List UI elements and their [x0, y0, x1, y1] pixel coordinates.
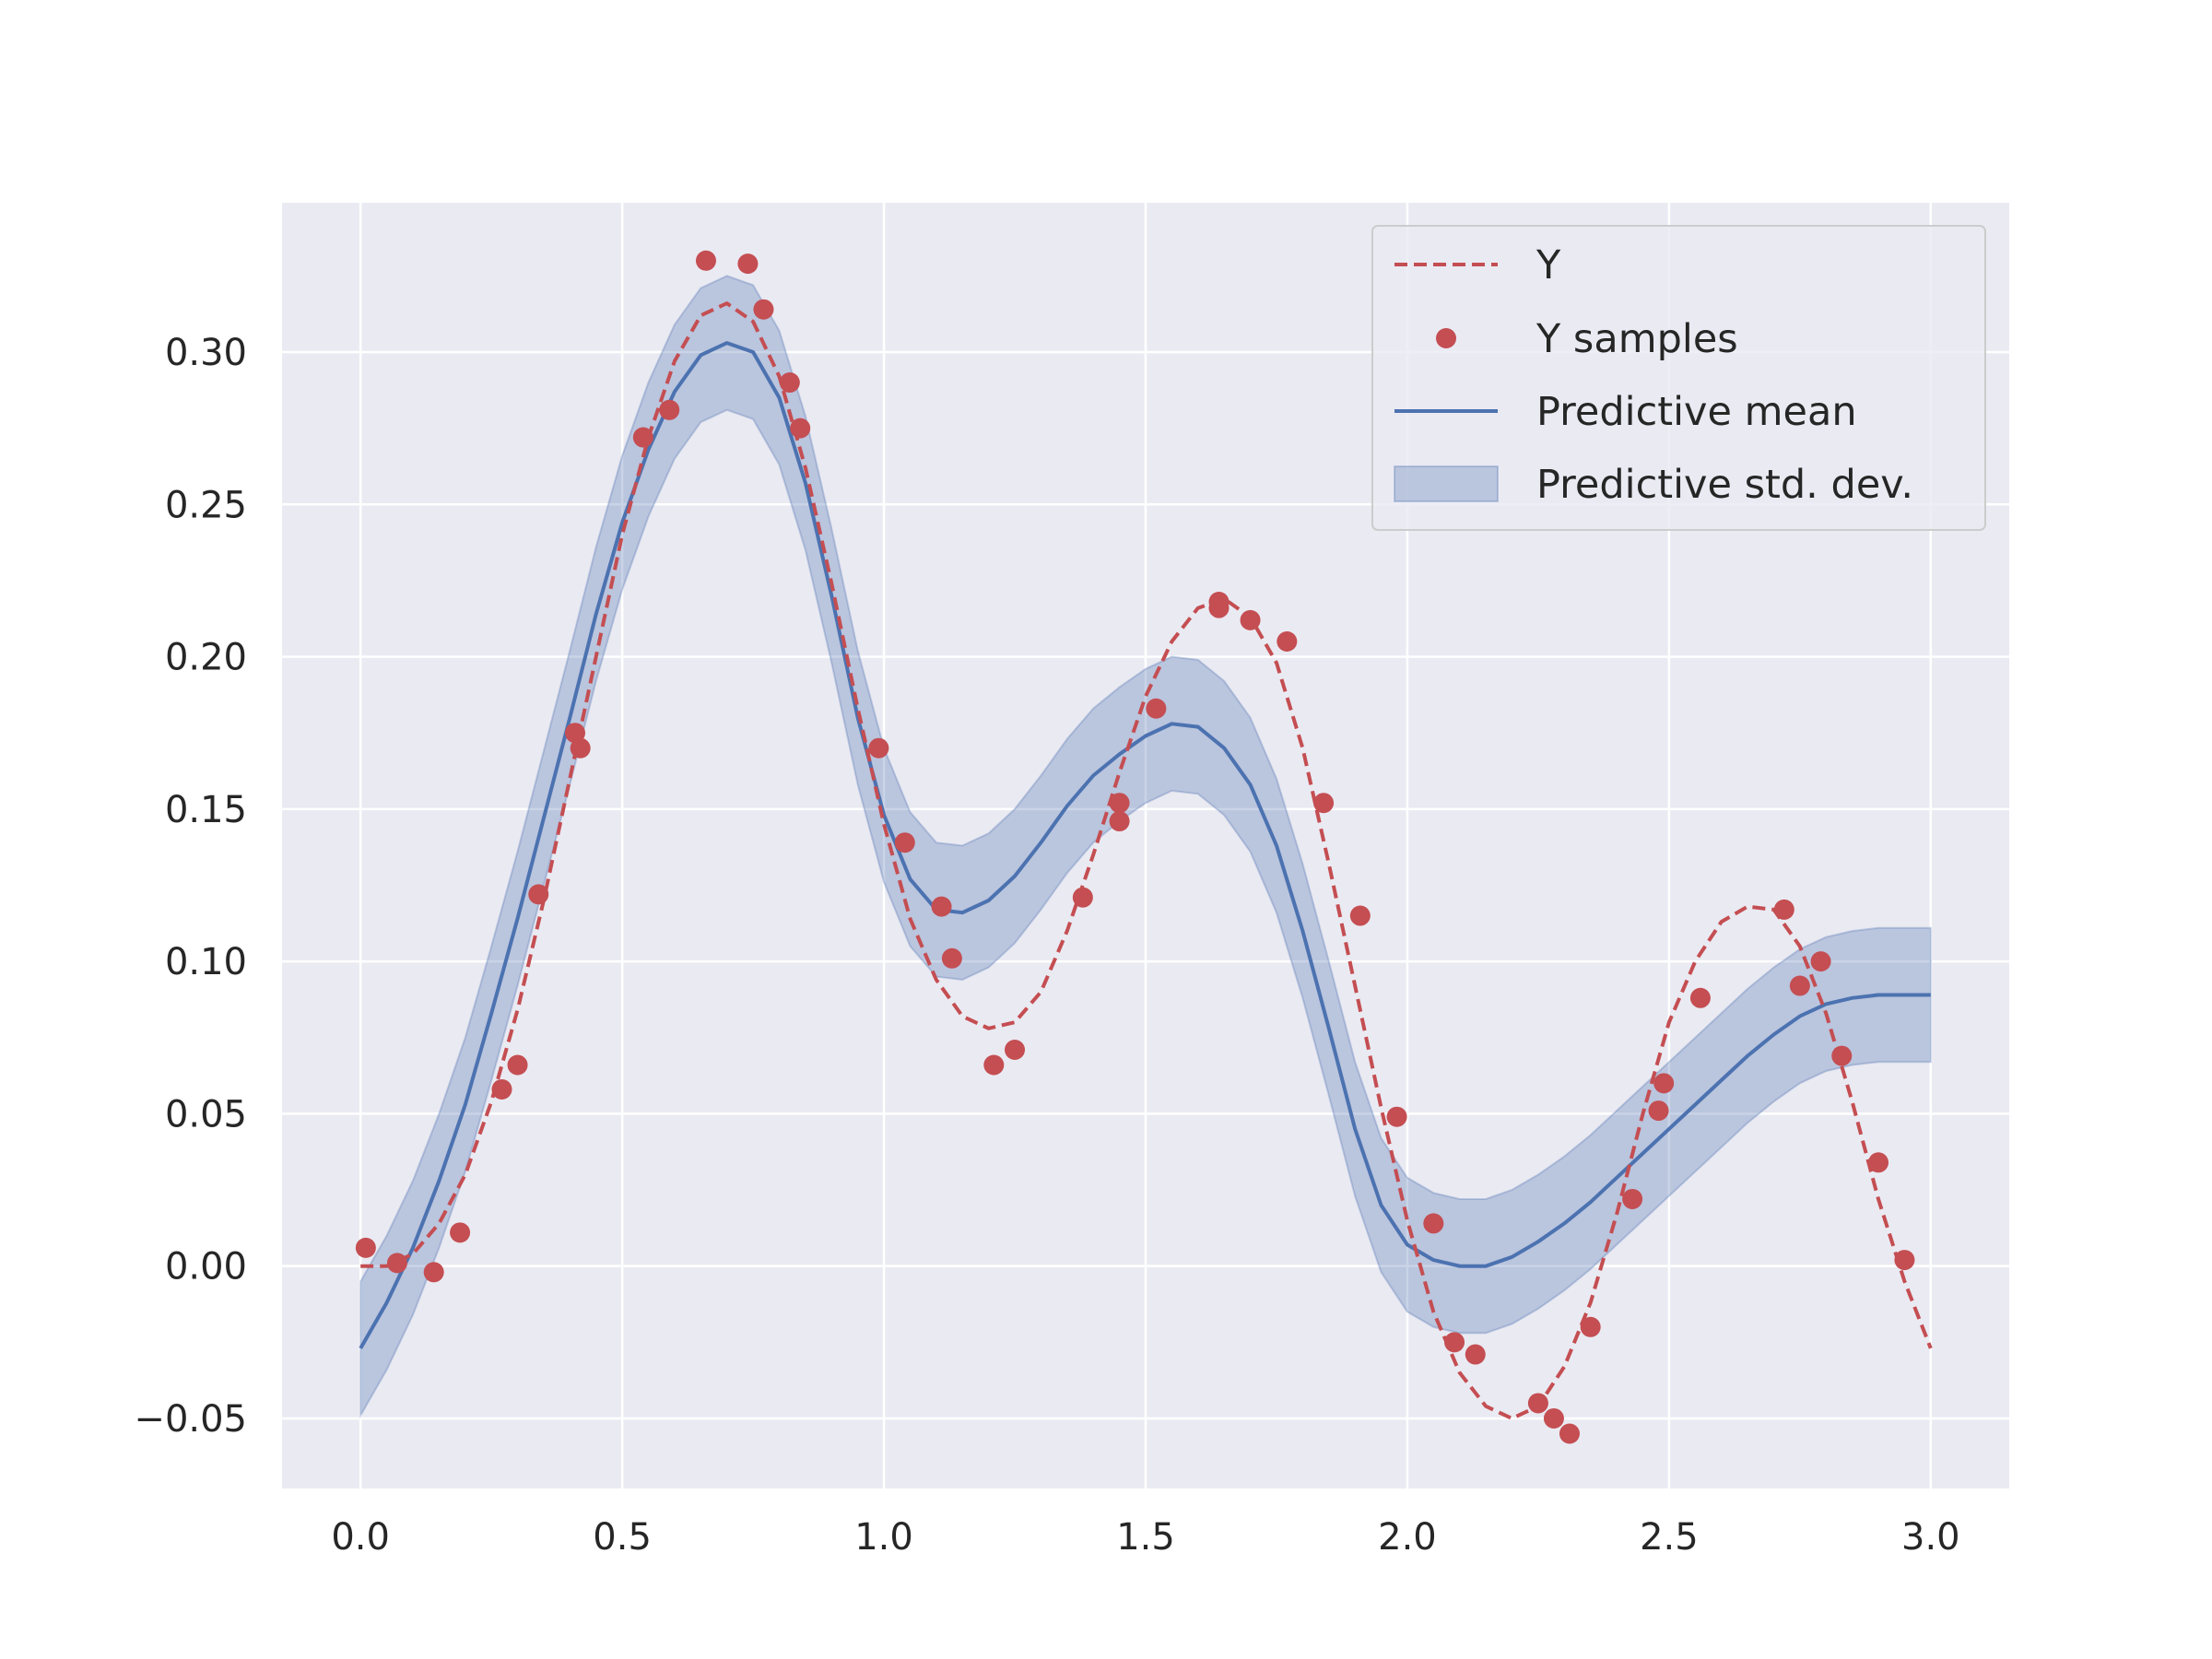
- y-tick-label: 0.00: [165, 1246, 247, 1288]
- y-sample-point: [1580, 1316, 1601, 1337]
- legend-label-mean: Predictive mean: [1536, 389, 1857, 435]
- predictive-std-band: [359, 275, 1932, 1419]
- x-tick-label: 0.0: [331, 1516, 390, 1559]
- y-sample-point: [1653, 1073, 1675, 1094]
- y-sample-point: [1109, 793, 1130, 814]
- y-tick-label: 0.05: [165, 1093, 247, 1135]
- x-tick-label: 3.0: [1901, 1516, 1960, 1559]
- y-sample-point: [1831, 1045, 1853, 1066]
- y-sample-point: [1868, 1152, 1889, 1173]
- y-sample-point: [355, 1237, 376, 1258]
- x-tick-label: 2.5: [1640, 1516, 1699, 1559]
- y-tick-label: 0.10: [165, 941, 247, 983]
- y-tick-label: 0.30: [165, 332, 247, 374]
- y-sample-point: [1810, 951, 1831, 972]
- y-sample-point: [868, 737, 889, 759]
- y-sample-point: [1622, 1188, 1643, 1209]
- legend-samples-swatch: [1436, 328, 1456, 348]
- y-sample-point: [894, 832, 915, 853]
- y-sample-point: [423, 1262, 444, 1283]
- y-sample-point: [528, 884, 549, 905]
- x-tick-label: 0.5: [593, 1516, 652, 1559]
- y-sample-point: [1559, 1423, 1580, 1444]
- y-sample-point: [1773, 899, 1794, 920]
- predictive-mean-line: [359, 341, 1931, 1349]
- y-sample-point: [570, 737, 591, 759]
- y-sample-point: [983, 1054, 1005, 1076]
- sample-markers: [355, 250, 1915, 1444]
- y-sample-point: [632, 427, 653, 448]
- y-sample-point: [1208, 592, 1230, 613]
- y-sample-point: [1349, 905, 1371, 926]
- grid: [282, 203, 2009, 1488]
- std-band-layer: [359, 275, 1932, 1419]
- y-sample-point: [941, 947, 962, 969]
- y-sample-point: [931, 896, 952, 917]
- y-sample-point: [1543, 1407, 1564, 1429]
- y-sample-point: [1072, 887, 1093, 908]
- y-sample-point: [659, 399, 680, 420]
- y-sample-point: [737, 253, 759, 275]
- y-sample-point: [753, 299, 774, 320]
- y-tick-labels: −0.05 0.00 0.05 0.10 0.15 0.20 0.25 0.30: [134, 332, 247, 1441]
- x-tick-label: 1.0: [854, 1516, 913, 1559]
- legend-frame: [1371, 225, 1986, 531]
- x-tick-label: 2.0: [1378, 1516, 1437, 1559]
- x-tick-label: 1.5: [1116, 1516, 1175, 1559]
- legend: Y Y samples Predictive mean Predictive s…: [1371, 225, 1986, 531]
- legend-label-std: Predictive std. dev.: [1536, 462, 1913, 508]
- y-sample-point: [386, 1253, 407, 1274]
- legend-std-swatch: [1394, 465, 1499, 502]
- y-tick-label: 0.25: [165, 484, 247, 526]
- y-sample-point: [507, 1054, 528, 1076]
- y-sample-point: [491, 1078, 512, 1100]
- y-sample-point: [1146, 698, 1167, 719]
- y-sample-point: [1648, 1100, 1669, 1122]
- y-sample-point: [1527, 1393, 1548, 1414]
- y-sample-point: [1109, 811, 1130, 832]
- y-sample-point: [1465, 1344, 1486, 1365]
- x-tick-labels: 0.0 0.5 1.0 1.5 2.0 2.5 3.0: [331, 1516, 1959, 1559]
- legend-label-samples: Y samples: [1535, 316, 1738, 362]
- y-sample-point: [1277, 631, 1298, 653]
- y-sample-point: [1313, 793, 1335, 814]
- y-sample-point: [1005, 1039, 1026, 1060]
- y-sample-point: [1386, 1106, 1407, 1127]
- y-sample-point: [565, 723, 586, 744]
- y-sample-point: [1789, 975, 1810, 996]
- y-sample-point: [695, 250, 716, 271]
- y-tick-label: 0.20: [165, 637, 247, 679]
- legend-label-y: Y: [1535, 242, 1561, 288]
- line-layer: [359, 301, 1933, 1420]
- y-sample-point: [450, 1222, 471, 1243]
- y-true-line: [360, 301, 1933, 1420]
- y-tick-label: −0.05: [134, 1398, 247, 1441]
- y-tick-label: 0.15: [165, 789, 247, 831]
- y-sample-point: [1444, 1332, 1465, 1353]
- y-sample-point: [1689, 987, 1711, 1008]
- y-sample-point: [790, 418, 811, 439]
- y-sample-point: [779, 372, 800, 394]
- y-sample-point: [1894, 1250, 1915, 1271]
- y-sample-point: [1240, 609, 1261, 630]
- y-sample-point: [1423, 1213, 1444, 1234]
